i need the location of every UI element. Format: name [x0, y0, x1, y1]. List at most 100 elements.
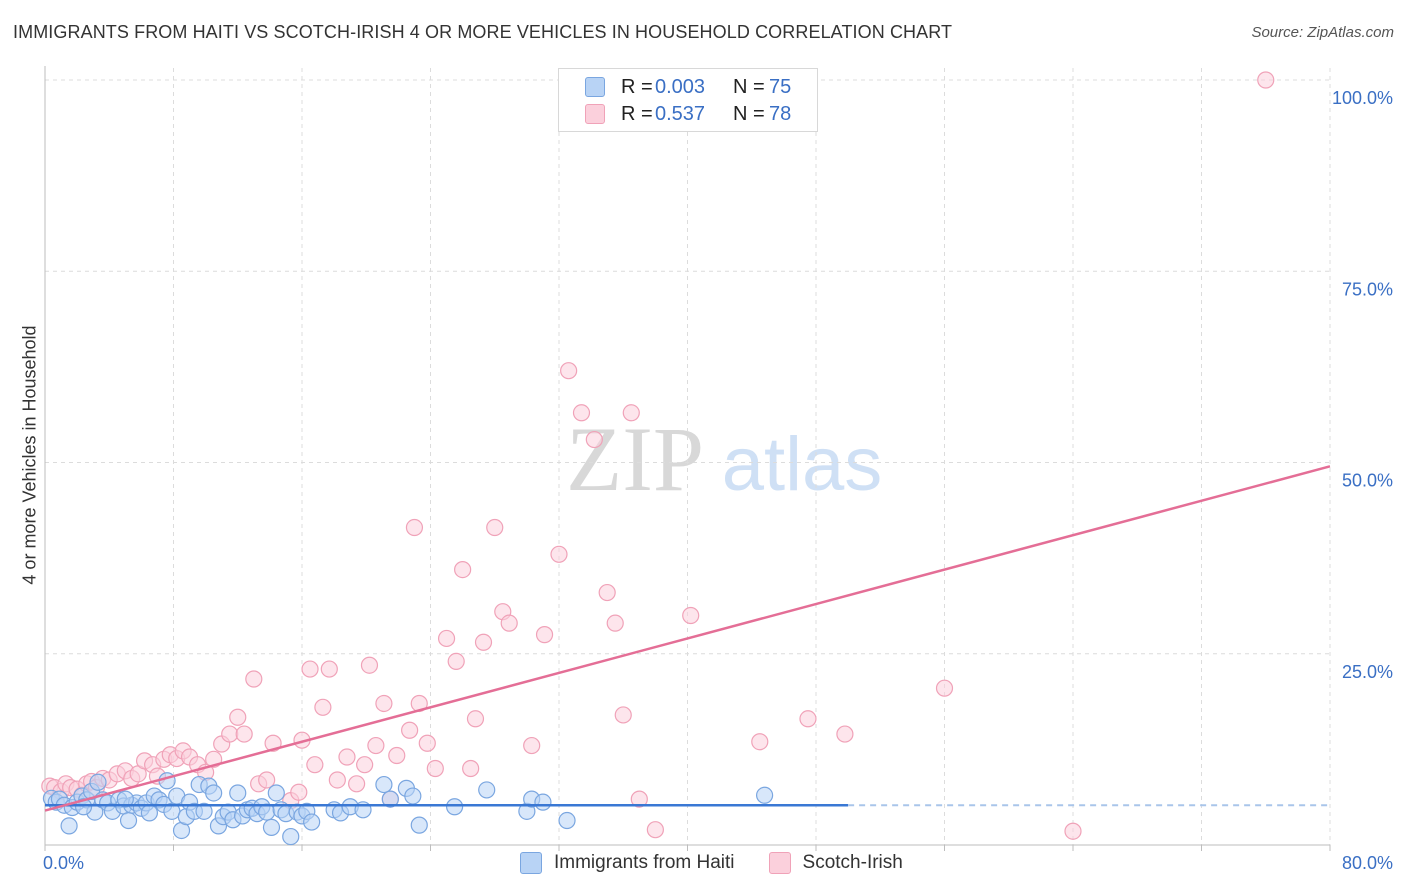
- haiti-point: [262, 818, 281, 837]
- scotch-irish-point: [560, 362, 578, 380]
- haiti-point: [229, 784, 247, 802]
- scotch-irish-point: [836, 725, 854, 743]
- scotch-irish-point: [426, 759, 444, 778]
- y-tick-label: 100.0%: [1332, 88, 1393, 108]
- x-tick-label: 0.0%: [43, 853, 84, 873]
- scotch-irish-point: [751, 733, 769, 751]
- haiti-point: [381, 790, 399, 808]
- y-tick-label: 25.0%: [1342, 662, 1393, 682]
- scotch-irish-point: [462, 759, 480, 778]
- scotch-irish-point: [486, 518, 504, 537]
- scotch-irish-point: [245, 670, 263, 688]
- haiti-point: [410, 816, 428, 834]
- haiti-point: [282, 827, 300, 846]
- scotch-irish-point: [290, 783, 308, 801]
- x-tick-label: 80.0%: [1342, 853, 1393, 873]
- scotch-irish-point: [466, 710, 485, 728]
- y-tick-label: 50.0%: [1342, 471, 1393, 491]
- haiti-point: [375, 775, 393, 794]
- haiti-point: [534, 793, 552, 811]
- haiti-point: [303, 813, 321, 831]
- series-name-scotch-irish: Scotch-Irish: [802, 852, 903, 873]
- scotch-irish-trend-line: [44, 465, 1331, 812]
- scotch-irish-point: [258, 771, 276, 789]
- scotch-irish-point: [221, 725, 239, 743]
- legend-n-value-haiti: 75: [769, 75, 792, 98]
- scotch-irish-point: [235, 725, 253, 743]
- scotch-irish-point: [630, 790, 648, 808]
- series-legend-item-scotch-irish: Scotch-Irish: [768, 852, 903, 874]
- haiti-point: [258, 803, 276, 821]
- scotch-irish-point: [338, 748, 356, 766]
- scotch-irish-point: [405, 518, 424, 537]
- y-tick-label: 75.0%: [1342, 279, 1393, 299]
- scotch-irish-point: [572, 404, 591, 422]
- scotch-irish-point: [614, 706, 632, 724]
- haiti-point: [195, 802, 213, 820]
- haiti-point: [74, 798, 93, 816]
- legend-n-value-scotch-irish: 78: [769, 102, 792, 125]
- haiti-point: [89, 773, 107, 791]
- scotch-irish-point: [375, 694, 393, 713]
- legend-r-label: R =: [621, 75, 653, 98]
- haiti-point: [119, 811, 138, 830]
- scotch-irish-point: [646, 821, 664, 839]
- legend-row-haiti: R = 0.003 N = 75: [585, 74, 791, 100]
- watermark-atlas: atlas: [722, 422, 883, 507]
- legend-swatch-haiti: [585, 77, 605, 97]
- series-legend: Immigrants from Haiti Scotch-Irish: [520, 852, 937, 874]
- haiti-point: [404, 787, 422, 805]
- scotch-irish-point: [1064, 822, 1082, 840]
- legend-r-value-scotch-irish: 0.537: [655, 102, 706, 125]
- legend-r-label: R =: [621, 102, 653, 125]
- haiti-point: [755, 786, 774, 804]
- haiti-point: [478, 781, 496, 799]
- series-name-haiti: Immigrants from Haiti: [554, 852, 735, 873]
- scotch-irish-point: [500, 614, 518, 632]
- watermark-zip: ZIP: [566, 408, 704, 510]
- scotch-irish-point: [935, 679, 954, 697]
- series-swatch-scotch-irish: [768, 852, 791, 874]
- scotch-irish-point: [388, 746, 406, 765]
- haiti-point: [445, 798, 464, 816]
- scotch-irish-point: [606, 614, 624, 632]
- haiti-points: [42, 772, 774, 846]
- series-legend-item-haiti: Immigrants from Haiti: [520, 852, 735, 874]
- scotch-irish-point: [229, 708, 247, 726]
- scotch-irish-point: [585, 430, 603, 449]
- scotch-irish-point: [799, 710, 817, 728]
- scotch-irish-point: [360, 656, 379, 674]
- scotch-irish-point: [314, 698, 332, 716]
- scotch-irish-point: [356, 756, 374, 774]
- scotch-irish-point: [328, 771, 346, 789]
- scotch-irish-point: [622, 404, 640, 422]
- legend-n-label: N =: [733, 75, 765, 98]
- scotch-irish-point: [1257, 71, 1275, 89]
- legend-r-value-haiti: 0.003: [655, 75, 706, 98]
- y-axis-label: 4 or more Vehicles in Household: [19, 325, 40, 585]
- scotch-irish-point: [367, 736, 385, 755]
- legend-row-scotch-irish: R = 0.537 N = 78: [585, 101, 791, 127]
- haiti-point: [558, 811, 576, 830]
- series-swatch-haiti: [520, 852, 542, 874]
- scotch-irish-point: [474, 633, 493, 651]
- scotch-irish-point: [523, 736, 541, 755]
- scotch-irish-point: [550, 545, 568, 563]
- stats-legend: R = 0.003 N = 75 R = 0.537 N = 78: [558, 68, 818, 132]
- scotch-irish-point: [301, 660, 319, 678]
- chart-title: IMMIGRANTS FROM HAITI VS SCOTCH-IRISH 4 …: [13, 22, 953, 42]
- scotch-irish-point: [598, 583, 616, 602]
- haiti-point: [205, 784, 223, 802]
- scotch-irish-points: [41, 71, 1275, 840]
- scotch-irish-point: [447, 652, 465, 671]
- scotch-irish-point: [320, 660, 338, 678]
- scotch-irish-point: [535, 626, 554, 644]
- haiti-point: [267, 784, 285, 802]
- scotch-irish-point: [437, 629, 456, 648]
- scotch-irish-point: [348, 775, 366, 793]
- scotch-irish-point: [682, 606, 700, 625]
- scotch-irish-point: [401, 721, 419, 739]
- haiti-point: [116, 790, 134, 808]
- legend-swatch-scotch-irish: [585, 104, 605, 124]
